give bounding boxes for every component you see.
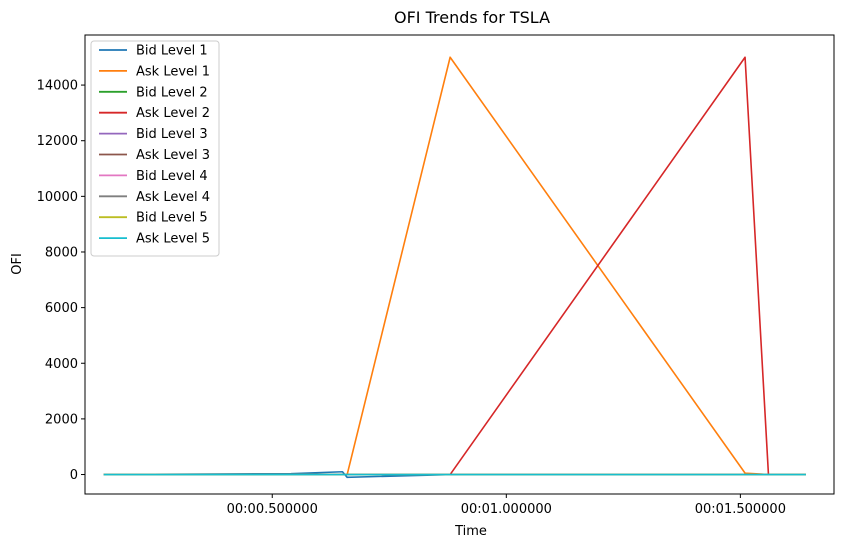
y-tick-label: 10000 [37,190,78,205]
legend-label: Bid Level 2 [136,85,208,100]
x-tick-label: 00:01.000000 [461,502,552,517]
legend-label: Ask Level 3 [136,148,210,163]
y-tick-label: 0 [70,468,78,483]
y-tick-label: 14000 [37,79,78,94]
axes: 0 2000 4000 6000 8000 10000 12000 14000 00:00.50… [37,34,835,517]
legend-box [90,40,220,257]
chart-title: OFI Trends for TSLA [394,8,550,27]
plot-area [103,56,806,479]
legend-label: Bid Level 5 [136,211,208,226]
x-tick-label: 00:00.500000 [227,502,318,517]
x-tick-label: 00:01.500000 [695,502,786,517]
legend-label: Ask Level 1 [136,64,210,79]
y-tick-label: 6000 [45,301,78,316]
y-tick-label: 2000 [45,412,78,427]
series-lines [103,56,806,479]
x-axis-label: Time [454,524,487,539]
legend-label: Bid Level 4 [136,169,208,184]
y-tick-label: 12000 [37,134,78,149]
legend-label: Ask Level 5 [136,232,210,247]
y-tick-label: 4000 [45,357,78,372]
legend: Bid Level 1 Ask Level 1 Bid Level 2 Ask Lev… [90,40,220,257]
y-axis-label: OFI [10,253,25,275]
legend-label: Ask Level 2 [136,106,210,121]
legend-label: Bid Level 1 [136,44,208,59]
y-tick-label: 8000 [45,245,78,260]
plot-frame [84,34,835,495]
legend-label: Bid Level 3 [136,127,208,142]
legend-label: Ask Level 4 [136,190,210,205]
